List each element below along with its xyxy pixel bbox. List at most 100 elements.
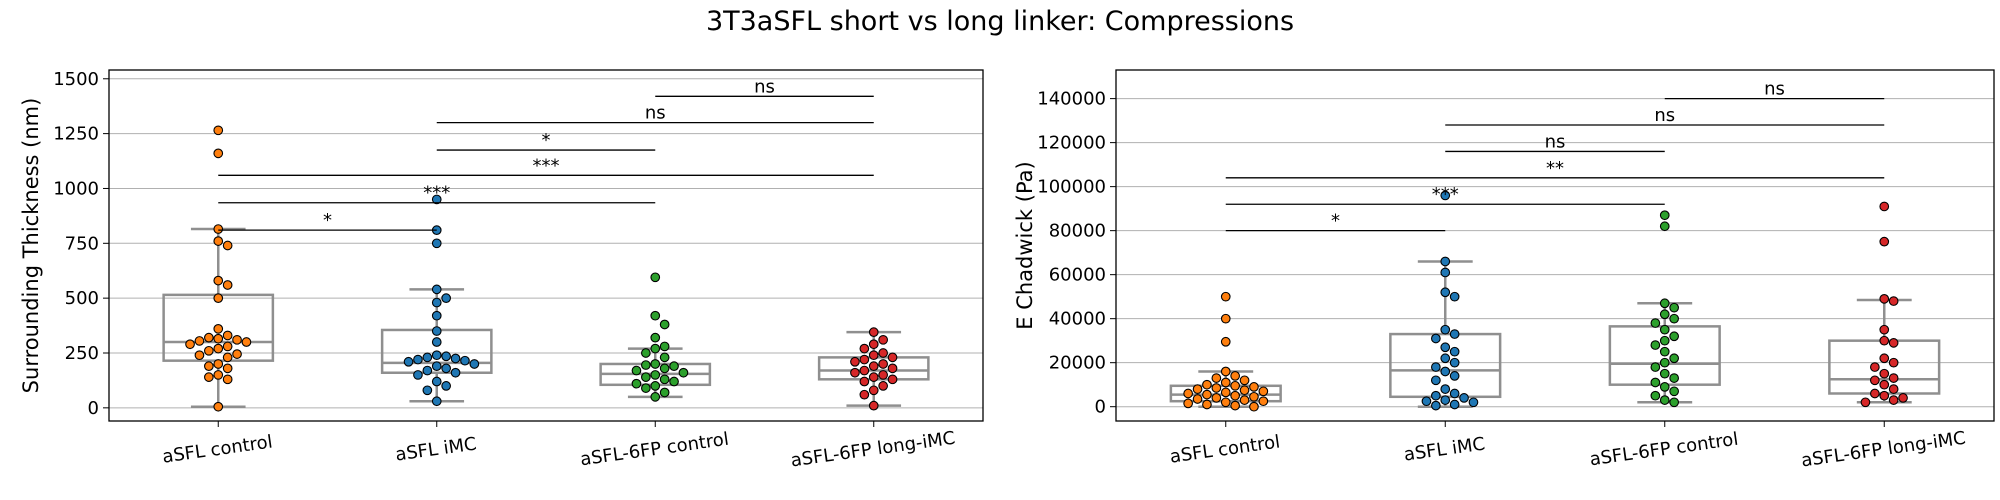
significance-label: ns <box>1654 105 1675 126</box>
significance-label: ns <box>1545 131 1566 152</box>
data-point <box>1431 400 1441 411</box>
data-point <box>222 341 233 352</box>
data-point <box>868 350 879 361</box>
data-point <box>222 240 233 251</box>
data-point <box>194 336 205 346</box>
data-point <box>1888 357 1899 368</box>
significance-label: *** <box>1432 184 1459 205</box>
data-point <box>878 348 889 358</box>
data-point <box>460 355 470 366</box>
figure-title: 3T3aSFL short vs long linker: Compressio… <box>705 6 1295 37</box>
data-point <box>431 194 442 205</box>
data-point <box>422 352 433 363</box>
y-tick-label: 80000 <box>1049 221 1106 242</box>
data-point <box>868 361 879 372</box>
data-point <box>1258 386 1269 397</box>
data-point <box>431 350 442 361</box>
data-point <box>1258 396 1269 407</box>
data-point <box>1869 362 1880 372</box>
data-point <box>640 360 651 370</box>
axes-frame <box>108 69 984 422</box>
data-point <box>1898 393 1908 403</box>
data-point <box>659 374 670 385</box>
data-point <box>878 334 889 345</box>
data-point <box>868 339 879 350</box>
data-point <box>1230 390 1240 401</box>
data-point <box>1879 201 1890 212</box>
data-point <box>441 363 452 374</box>
significance-label: ** <box>1546 158 1564 179</box>
data-point <box>431 310 442 321</box>
data-point <box>640 348 651 358</box>
y-tick-label: 250 <box>65 343 99 364</box>
data-point <box>1440 395 1451 405</box>
data-point <box>1459 393 1469 403</box>
data-point <box>1202 399 1212 410</box>
data-point <box>431 297 442 308</box>
data-point <box>1659 298 1670 309</box>
data-point <box>1230 380 1240 391</box>
data-point <box>441 351 452 362</box>
data-point <box>659 352 670 363</box>
data-point <box>1650 362 1661 372</box>
data-point <box>222 280 233 290</box>
data-point <box>859 389 870 400</box>
data-point <box>650 392 661 402</box>
data-point <box>1449 329 1460 339</box>
data-point <box>669 376 679 387</box>
data-point <box>1183 398 1193 409</box>
data-point <box>1431 362 1441 372</box>
data-point <box>1431 333 1441 344</box>
data-point <box>1669 313 1680 324</box>
data-point <box>1449 399 1460 410</box>
data-point <box>1220 336 1231 347</box>
y-tick-label: 40000 <box>1049 309 1106 330</box>
x-tick-label: aSFL iMC <box>394 433 478 465</box>
data-point <box>868 327 879 338</box>
data-point <box>450 367 461 378</box>
data-point <box>450 353 461 364</box>
data-point <box>1440 324 1451 335</box>
data-point <box>222 352 233 363</box>
data-point <box>213 370 224 380</box>
data-point <box>1659 221 1670 232</box>
data-point <box>1220 377 1231 388</box>
data-point <box>213 324 224 334</box>
data-point <box>1192 384 1203 394</box>
data-point <box>213 293 224 304</box>
data-point <box>1440 384 1451 394</box>
x-tick-label: aSFL-6FP long-iMC <box>1800 428 1967 472</box>
data-point <box>659 363 670 374</box>
data-point <box>185 339 195 350</box>
data-point <box>878 381 889 391</box>
data-point <box>232 334 242 345</box>
data-point <box>213 275 224 286</box>
data-point <box>232 349 242 359</box>
data-point <box>878 359 889 369</box>
y-tick-label: 100000 <box>1037 177 1106 198</box>
data-point <box>1888 338 1899 348</box>
y-tick-label: 1250 <box>53 124 99 145</box>
data-point <box>650 381 661 391</box>
y-axis-label: Surrounding Thickness (nm) <box>19 98 43 394</box>
significance-label: ns <box>754 76 775 97</box>
data-point <box>1659 335 1670 346</box>
data-point <box>678 367 689 378</box>
data-point <box>1449 388 1460 399</box>
data-point <box>659 341 670 352</box>
data-point <box>1183 388 1193 399</box>
data-point <box>1669 302 1680 313</box>
data-point <box>1220 387 1231 398</box>
data-point <box>241 337 252 347</box>
data-point <box>650 359 661 369</box>
data-point <box>222 374 233 385</box>
data-point <box>422 385 433 396</box>
data-point <box>1239 385 1250 396</box>
x-tick-label: aSFL-6FP long-iMC <box>789 428 956 472</box>
data-point <box>887 352 898 363</box>
data-point <box>213 343 224 354</box>
data-point <box>1650 318 1661 328</box>
data-point <box>1659 357 1670 368</box>
y-tick-label: 0 <box>1095 397 1106 418</box>
